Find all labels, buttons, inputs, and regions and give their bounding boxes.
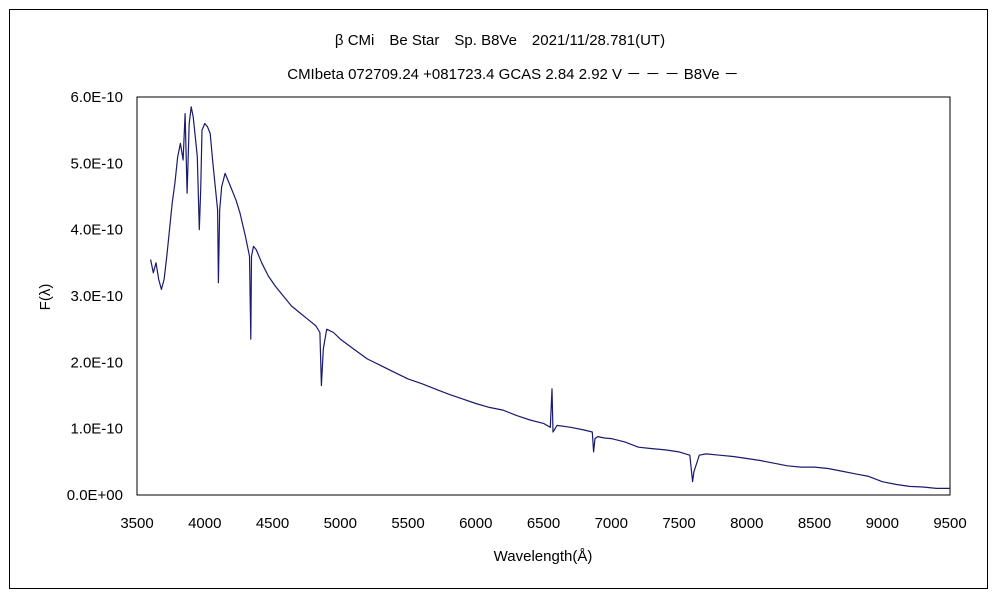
x-tick-label: 6500 [527, 515, 560, 532]
x-tick-label: 9000 [866, 515, 899, 532]
x-tick-labels: 3500 4000 4500 5000 5500 6000 6500 7000 7500 8000… [120, 515, 966, 532]
y-tick-label: 3.0E-10 [70, 288, 123, 305]
x-tick-label: 4000 [188, 515, 221, 532]
x-tick-label: 7500 [662, 515, 695, 532]
x-tick-label: 6000 [459, 515, 492, 532]
y-tick-label: 2.0E-10 [70, 354, 123, 371]
y-tick-label: 5.0E-10 [70, 155, 123, 172]
y-tick-label: 4.0E-10 [70, 222, 123, 239]
y-tick-label: 6.0E-10 [70, 89, 123, 106]
x-tick-label: 8500 [798, 515, 831, 532]
x-tick-label: 4500 [256, 515, 289, 532]
x-tick-label: 9500 [933, 515, 966, 532]
y-tick-label: 0.0E+00 [67, 487, 123, 504]
x-axis-label: Wavelength(Å) [494, 548, 593, 565]
y-tick-label: 1.0E-10 [70, 421, 123, 438]
chart-subtitle: CMIbeta 072709.24 +081723.4 GCAS 2.84 2.… [287, 66, 739, 83]
chart-title: β CMi Be Star Sp. B8Ve 2021/11/28.781(UT… [335, 32, 665, 49]
y-tick-labels: 0.0E+00 1.0E-10 2.0E-10 3.0E-10 4.0E-10 5.0E-… [67, 89, 123, 504]
plot-area [136, 96, 951, 496]
x-tick-label: 3500 [120, 515, 153, 532]
spectrum-line [150, 106, 950, 489]
x-tick-label: 5500 [391, 515, 424, 532]
x-tick-label: 8000 [730, 515, 763, 532]
x-tick-label: 7000 [595, 515, 628, 532]
y-axis-label: F(λ) [37, 284, 54, 311]
x-tick-label: 5000 [324, 515, 357, 532]
